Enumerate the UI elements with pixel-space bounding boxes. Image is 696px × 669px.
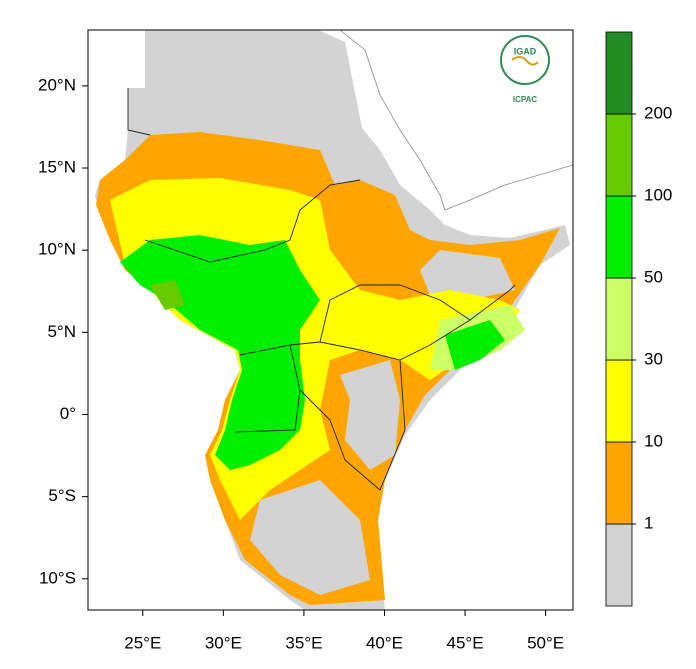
logo-title: IGAD [514,46,537,56]
x-tick-label: 25°E [124,633,161,652]
rain-100-200 [150,280,185,310]
colorbar-label: 1 [644,513,653,532]
colorbar-segment [605,277,633,361]
plot-frame [87,29,574,611]
country-borders [379,359,406,491]
x-tick-label: 40°E [366,633,403,652]
y-tick-label: 5°N [47,322,76,341]
colorbar-label: 10 [644,431,663,450]
logo-emblem [511,56,539,66]
colorbar-label: 50 [644,267,663,286]
colorbar-label: 200 [644,103,672,122]
colorbar-segment [605,195,633,279]
x-tick-label: 45°E [447,633,484,652]
colorbar-segment [605,31,633,115]
y-tick-label: 10°N [38,240,76,259]
colorbar-segment [605,113,633,197]
dry-tanzania [250,480,370,595]
country-borders [144,179,361,263]
colorbar: 1 10 30 50 100 200 [605,31,672,607]
x-tick-label: 30°E [205,633,242,652]
y-tick-label: 10°S [39,568,76,587]
y-tick-label: 20°N [38,75,76,94]
dry-ogaden [420,250,515,300]
dry-north-kenya [340,360,400,470]
x-tick-label: 50°E [527,633,564,652]
colorbar-segment [605,441,633,525]
country-borders [127,88,151,136]
colorbar-segment [605,523,633,607]
coastline [339,29,574,211]
y-tick-label: 5°S [48,486,76,505]
y-tick-label: 0° [60,404,76,423]
country-borders [234,344,301,433]
colorbar-label: 30 [644,349,663,368]
y-tick-label: 15°N [38,158,76,177]
country-borders [299,389,381,491]
colorbar-label: 100 [644,185,672,204]
logo: IGAD ICPAC [500,35,550,104]
map-area: IGAD ICPAC [87,29,574,611]
rain-50-100-east [445,320,505,370]
axes: 25°E 30°E 35°E 40°E 45°E 50°E 20°N 15°N 10°N 5°N 0… [38,75,564,652]
colorbar-segment [605,359,633,443]
x-tick-label: 35°E [285,633,322,652]
country-borders [319,284,471,343]
logo-subtitle: ICPAC [513,95,538,104]
